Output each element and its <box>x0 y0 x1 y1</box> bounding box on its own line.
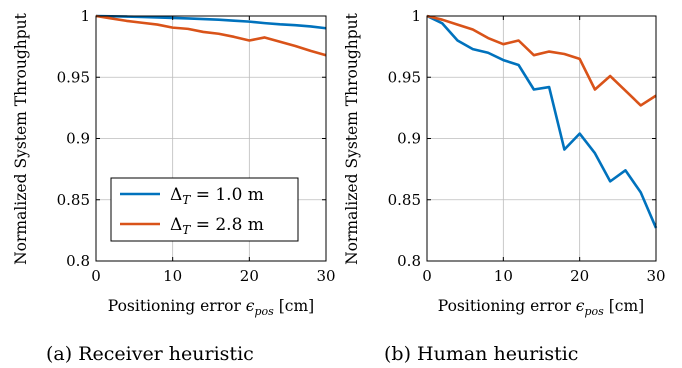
y-axis-label: Normalized System Throughput <box>12 12 30 265</box>
series-line-1 <box>95 14 327 30</box>
plot-area: 0 10 20 30 0.8 0.85 0.9 0.95 1 <box>388 7 666 285</box>
plot-area: 0 10 20 30 0.8 0.85 0.9 0.95 1 <box>57 7 336 285</box>
y-tick-label: 0.8 <box>397 252 421 270</box>
x-tick-label: 30 <box>646 267 665 285</box>
x-tick-label: 10 <box>163 267 182 285</box>
x-axis-label: Positioning error ϵpos [cm] <box>108 297 314 318</box>
legend-label-series-1: ΔT = 1.0 m <box>170 185 264 207</box>
series-line-2 <box>95 14 327 57</box>
series-line-2 <box>426 14 657 107</box>
y-tick-label: 0.95 <box>388 68 421 86</box>
y-tick-label: 1 <box>411 7 421 25</box>
y-tick-label: 0.85 <box>388 191 421 209</box>
y-tick-label: 0.8 <box>66 252 90 270</box>
x-tick-label: 10 <box>494 267 513 285</box>
legend-box <box>110 177 299 242</box>
caption: (b) Human heuristic <box>384 343 578 365</box>
y-tick-label: 0.95 <box>57 68 90 86</box>
x-tick-label: 0 <box>91 267 101 285</box>
legend-label-series-2: ΔT = 2.8 m <box>170 215 264 237</box>
series-line-1 <box>426 14 658 229</box>
x-tick-label: 30 <box>316 267 335 285</box>
x-tick-label: 20 <box>570 267 589 285</box>
caption: (a) Receiver heuristic <box>46 343 254 365</box>
x-axis-label: Positioning error ϵpos [cm] <box>438 297 644 318</box>
x-tick-label: 0 <box>422 267 432 285</box>
panel-b: 0 10 20 30 0.8 0.85 0.9 0.95 1 Normalized System… <box>343 7 666 365</box>
y-tick-label: 0.9 <box>66 130 90 148</box>
y-tick-label: 0.9 <box>397 130 421 148</box>
x-tick-label: 20 <box>240 267 259 285</box>
legend: ΔT = 1.0 m ΔT = 2.8 m <box>110 177 299 242</box>
y-axis-label: Normalized System Throughput <box>343 12 361 265</box>
y-tick-label: 1 <box>80 7 90 25</box>
y-tick-label: 0.85 <box>57 191 90 209</box>
